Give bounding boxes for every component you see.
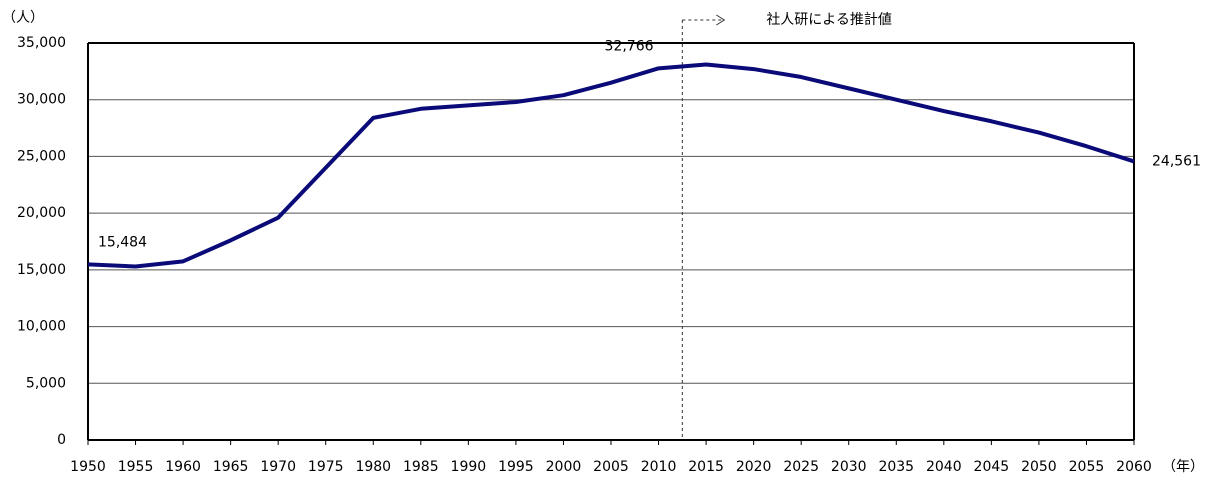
x-tick-label: 2035 [878,459,914,475]
x-unit: （年） [1162,459,1204,475]
x-tick-label: 2060 [1116,459,1152,475]
x-tick-label: 2050 [1021,459,1057,475]
x-tick-label: 2020 [736,459,772,475]
x-tick-label: 1955 [118,459,154,475]
x-tick-label: 1975 [308,459,344,475]
x-tick-label: 2025 [783,459,819,475]
x-tick-label: 2045 [974,459,1010,475]
x-tick-label: 1990 [451,459,487,475]
data-label: 15,484 [98,234,147,250]
x-tick-label: 1950 [70,459,106,475]
y-tick-label: 10,000 [17,319,66,335]
y-tick-label: 0 [57,432,66,448]
projection-arrowhead [716,14,726,26]
data-label: 32,766 [605,38,654,54]
x-tick-label: 2055 [1069,459,1105,475]
x-tick-label: 2015 [688,459,724,475]
data-label: 24,561 [1152,153,1201,169]
y-unit: （人） [2,10,44,26]
x-tick-label: 2000 [546,459,582,475]
series-line [87,62,1135,269]
y-tick-label: 20,000 [17,205,66,221]
y-tick-label: 30,000 [17,92,66,108]
x-tick-label: 1980 [355,459,391,475]
y-tick-label: 25,000 [17,148,66,164]
annotation: 社人研による推計値 [766,12,892,28]
x-tick-label: 2005 [593,459,629,475]
x-tick-label: 2040 [926,459,962,475]
x-tick-label: 1985 [403,459,439,475]
x-tick-label: 1970 [260,459,296,475]
x-tick-label: 2030 [831,459,867,475]
y-tick-label: 5,000 [26,375,66,391]
y-tick-label: 15,000 [17,262,66,278]
x-tick-label: 1965 [213,459,249,475]
x-tick-label: 1995 [498,459,534,475]
x-tick-label: 1960 [165,459,201,475]
x-tick-label: 2010 [641,459,677,475]
y-tick-label: 35,000 [17,35,66,51]
